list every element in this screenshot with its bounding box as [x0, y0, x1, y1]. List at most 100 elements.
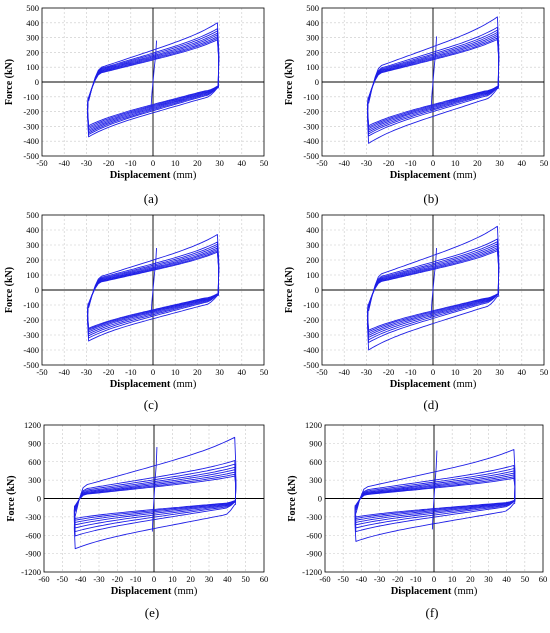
x-tick-label: 10 — [171, 158, 180, 168]
x-tick-label: -50 — [57, 574, 68, 584]
x-tick-label: 50 — [521, 574, 530, 584]
loop-cycle-1 — [354, 449, 516, 542]
y-tick-label: 0 — [318, 494, 322, 504]
y-tick-label: 500 — [306, 210, 319, 220]
y-tick-label: 500 — [26, 210, 39, 220]
y-tick-label: 0 — [315, 285, 319, 295]
x-tick-label: -20 — [383, 158, 394, 168]
y-tick-label: 100 — [26, 62, 39, 72]
y-tick-label: 900 — [28, 438, 41, 448]
y-tick-label: -600 — [25, 530, 41, 540]
y-tick-label: -300 — [303, 330, 319, 340]
y-axis-label: Force (kN) — [4, 267, 15, 313]
initial-elastic-branch — [432, 36, 438, 83]
x-tick-label: -20 — [392, 574, 403, 584]
y-tick-label: 200 — [26, 47, 39, 57]
panel-caption: (e) — [145, 605, 159, 620]
y-tick-label: -400 — [303, 345, 319, 355]
hysteresis-loops — [367, 225, 500, 351]
x-tick-label: 50 — [241, 574, 250, 584]
initial-elastic-branch-neg — [150, 81, 154, 109]
x-tick-label: 20 — [466, 574, 475, 584]
x-tick-label: -10 — [125, 158, 136, 168]
x-tick-label: 10 — [451, 158, 460, 168]
x-tick-label: 0 — [431, 158, 435, 168]
initial-elastic-branch — [433, 450, 438, 499]
initial-elastic-branch — [153, 447, 158, 499]
x-tick-label: 30 — [215, 367, 224, 377]
y-tick-label: -300 — [306, 512, 322, 522]
y-tick-label: 600 — [28, 457, 41, 467]
y-tick-label: 300 — [306, 33, 319, 43]
loop-cycle-8 — [87, 39, 220, 127]
x-tick-label: -40 — [75, 574, 86, 584]
initial-elastic-branch — [152, 247, 158, 291]
y-tick-label: 300 — [28, 475, 41, 485]
y-tick-label: -600 — [306, 530, 322, 540]
y-tick-label: 200 — [306, 255, 319, 265]
x-tick-label: 40 — [238, 158, 247, 168]
x-tick-label: -40 — [339, 158, 350, 168]
y-axis-label: Force (kN) — [284, 59, 295, 105]
initial-elastic-branch-neg — [430, 289, 434, 318]
initial-elastic-branch — [152, 40, 158, 83]
y-tick-label: -300 — [23, 330, 39, 340]
x-tick-label: 20 — [193, 158, 202, 168]
x-tick-label: -30 — [361, 158, 372, 168]
x-tick-label: -30 — [81, 158, 92, 168]
y-tick-label: -300 — [303, 121, 319, 131]
x-tick-label: 60 — [260, 574, 269, 584]
x-tick-label: -50 — [316, 367, 327, 377]
x-tick-label: -10 — [130, 574, 141, 584]
x-tick-label: 50 — [540, 367, 549, 377]
initial-elastic-branch-neg — [151, 498, 155, 532]
panel-caption: (b) — [423, 191, 438, 206]
y-tick-label: -300 — [25, 512, 41, 522]
chart-panel-a: -500-400-300-200-1000100200300400500-50-… — [4, 3, 268, 181]
panel-caption: (d) — [423, 397, 438, 412]
y-axis-label: Force (kN) — [6, 475, 17, 521]
hysteresis-loops — [354, 449, 516, 542]
y-tick-label: 400 — [306, 225, 319, 235]
x-tick-label: -30 — [81, 367, 92, 377]
x-tick-label: 30 — [484, 574, 493, 584]
x-axis-label: Displacement (mm) — [390, 170, 477, 181]
x-tick-label: 0 — [151, 158, 155, 168]
x-tick-label: 20 — [193, 367, 202, 377]
y-axis-label: Force (kN) — [287, 475, 298, 521]
y-tick-label: -100 — [303, 92, 319, 102]
x-tick-label: 40 — [502, 574, 511, 584]
y-tick-label: 400 — [26, 225, 39, 235]
y-tick-label: -500 — [23, 360, 39, 370]
y-tick-label: -900 — [25, 549, 41, 559]
y-tick-label: 300 — [309, 475, 322, 485]
loop-cycle-8 — [87, 251, 220, 329]
initial-elastic-branch — [432, 247, 438, 291]
x-tick-label: -60 — [38, 574, 49, 584]
y-tick-label: 200 — [26, 255, 39, 265]
loop-cycle-1 — [367, 225, 500, 351]
y-tick-label: 0 — [35, 285, 39, 295]
y-tick-label: 400 — [306, 18, 319, 28]
x-tick-label: 0 — [432, 574, 436, 584]
panel-caption: (c) — [144, 397, 158, 412]
x-tick-label: 20 — [473, 158, 482, 168]
loop-cycle-1 — [87, 22, 220, 138]
x-tick-label: 0 — [431, 367, 435, 377]
y-tick-label: 100 — [306, 270, 319, 280]
x-tick-label: 10 — [451, 367, 460, 377]
x-axis-label: Displacement (mm) — [111, 586, 198, 597]
initial-elastic-branch-neg — [150, 289, 154, 318]
y-tick-label: 900 — [309, 438, 322, 448]
x-tick-label: -40 — [356, 574, 367, 584]
y-tick-label: 1200 — [305, 420, 322, 430]
x-tick-label: -60 — [319, 574, 330, 584]
y-tick-label: 300 — [306, 240, 319, 250]
loop-cycle-1 — [87, 234, 220, 342]
y-tick-label: 0 — [35, 77, 39, 87]
y-tick-label: -200 — [303, 315, 319, 325]
x-tick-label: -20 — [103, 158, 114, 168]
